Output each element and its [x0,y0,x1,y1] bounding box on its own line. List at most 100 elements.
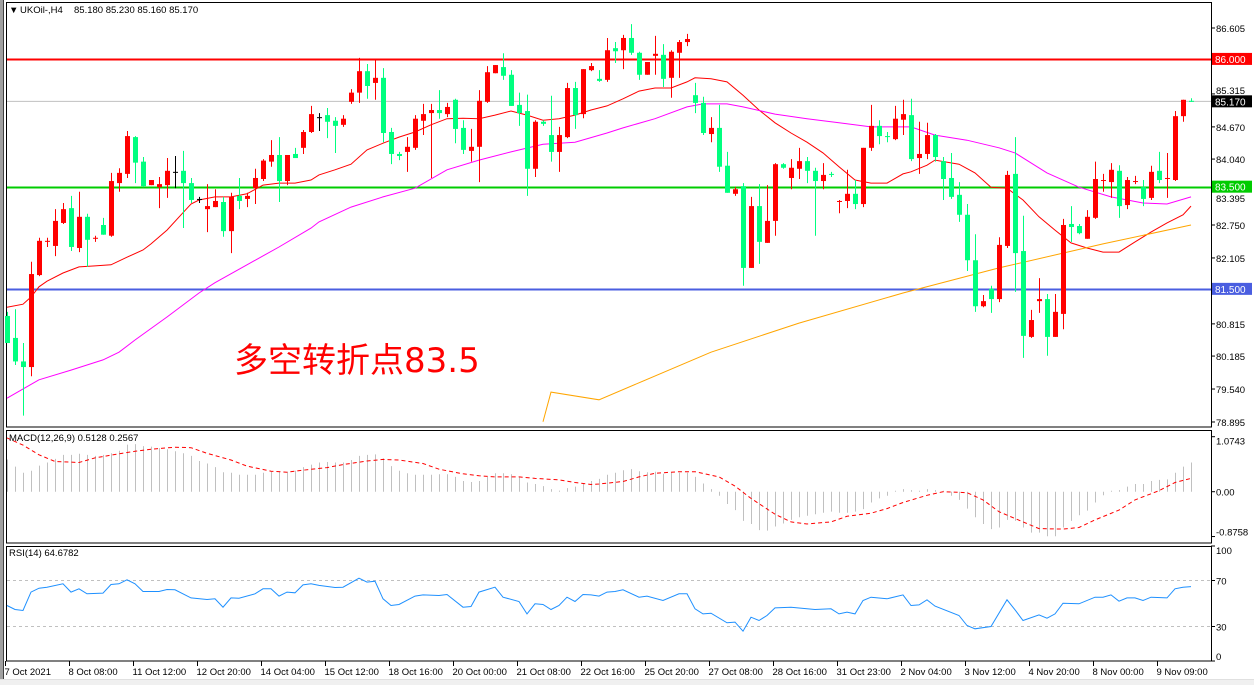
candle [557,126,562,172]
candle [845,169,850,209]
price-tick-label: 84.040 [1216,155,1245,166]
candle-body [621,37,626,51]
candle-body [941,161,946,180]
candle [1077,223,1082,235]
candle-body [517,104,522,114]
moving-average-slow [542,224,1192,422]
candle-body [1109,169,1114,183]
macd-tick-label: 1.0743 [1216,437,1245,448]
candle [717,104,722,172]
header-arrow-icon[interactable]: ▼ [9,5,18,16]
candle [293,147,298,159]
candle [125,130,130,178]
candle-body [1053,311,1058,337]
candle-body [445,106,450,115]
candle-body [197,198,202,200]
candle [957,182,962,222]
time-tick-label: 11 Oct 12:00 [133,667,187,678]
candle [197,196,202,204]
candle-body [101,224,106,235]
candle [429,103,434,178]
candle [669,50,674,98]
candle-body [229,196,234,232]
price-tag-83.500: 83.500 [1215,183,1246,194]
candle-body [861,147,866,205]
candle-body [381,77,386,134]
candle-body [541,121,546,124]
candle [445,102,450,118]
candle [541,120,546,126]
candle-body [261,160,266,180]
candle-body [421,114,426,121]
price-tick-label: 82.750 [1216,221,1245,232]
candle-body [165,170,170,186]
macd-signal-line [6,437,1192,530]
time-tick-label: 7 Oct 2021 [5,667,51,678]
candle-body [189,183,194,200]
time-tick-label: 18 Oct 16:00 [389,667,443,678]
candle [117,168,122,192]
candle-body [741,186,746,268]
candle [285,154,290,186]
candle [325,107,330,139]
candle [1117,165,1122,218]
time-tick-label: 14 Oct 04:00 [261,667,315,678]
candle [877,120,882,145]
candle [1189,98,1194,102]
candle-body [845,193,850,201]
candle [693,82,698,114]
candle-body [781,164,786,168]
candle-body [133,137,138,163]
candle [565,82,570,139]
rsi-tick-label: 100 [1216,546,1232,557]
candle [1101,173,1106,192]
candle-body [693,95,698,103]
candle [629,24,634,55]
price-tag-83.500-bg [1212,180,1252,193]
candle-body [1029,320,1034,337]
candle [525,94,530,196]
candle [949,152,954,199]
candle [533,120,538,177]
candle [1157,151,1162,184]
candle [941,157,946,200]
candle [725,151,730,193]
candle-body [485,72,490,102]
header-symbol: UKOil-,H4 [20,5,63,16]
time-tick-label: 8 Nov 00:00 [1093,667,1144,678]
candle [93,235,98,242]
candle [901,99,906,136]
candle [309,105,314,134]
candle [413,115,418,150]
candle-body [837,200,842,202]
candle [45,237,50,247]
main-panel-border [6,2,1212,428]
candle [5,311,10,344]
candle-body [437,110,442,114]
candle-body [1085,216,1090,239]
candle [757,184,762,264]
candle [485,66,490,103]
candle [973,234,978,312]
candle [981,294,986,308]
candle-body [877,125,882,137]
header-ohlc: 85.180 85.230 85.160 85.170 [74,5,198,16]
candle-body [869,125,874,148]
candle [701,96,706,136]
candle [605,37,610,82]
bid-price-tag-bg [1212,95,1252,108]
candle-body [5,315,10,344]
candle-body [549,135,554,152]
candle [269,140,274,167]
candle-body [1165,177,1170,179]
candle-body [997,244,1002,300]
candle [805,157,810,184]
candle [637,51,642,80]
candle-body [829,173,834,175]
candle [381,68,386,143]
candle [733,187,738,196]
candle [925,122,930,160]
price-tick-label: 79.540 [1216,385,1245,396]
candle-body [989,288,994,300]
